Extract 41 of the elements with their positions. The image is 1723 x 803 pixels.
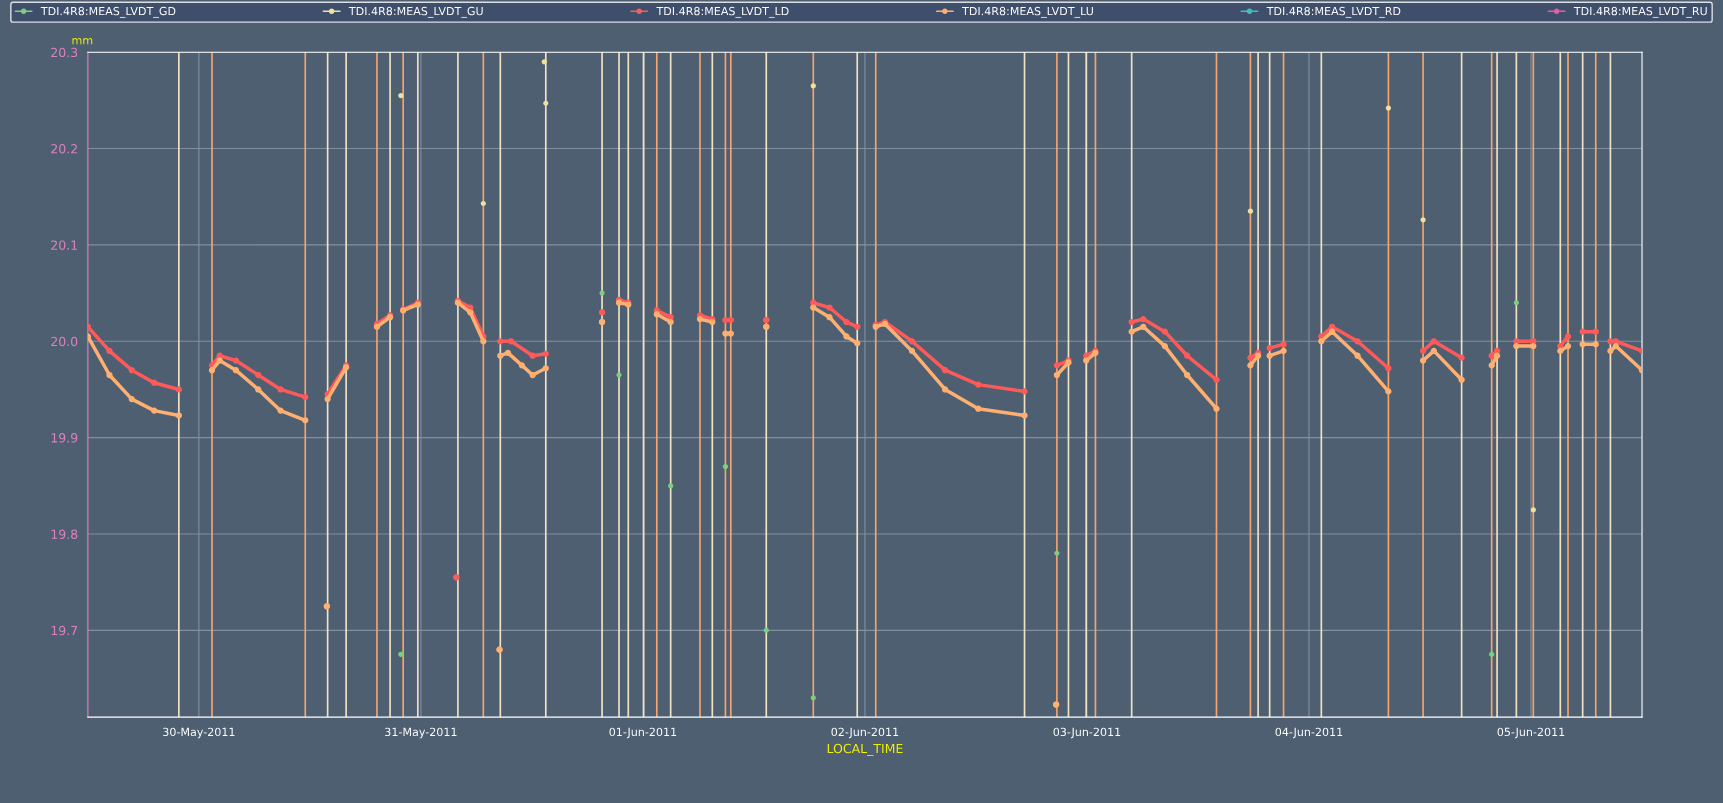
point (616, 372, 622, 378)
y-tick-label: 19.7 (51, 625, 78, 636)
y-tick-label: 20.0 (51, 336, 78, 347)
point (480, 200, 486, 207)
point (763, 627, 769, 633)
x-tick-label: 03-Jun-2011 (1053, 727, 1121, 739)
legend-label: TDI.4R8:MEAS_LVDT_RU (1573, 6, 1707, 18)
y-tick-label: 19.9 (51, 433, 78, 443)
point (1385, 105, 1391, 111)
point (398, 651, 404, 658)
point (1513, 300, 1519, 306)
x-axis-title: LOCAL_TIME (827, 743, 903, 757)
y-tick-label: 20.1 (51, 240, 77, 250)
legend-label: TDI.4R8:MEAS_LVDT_GD (40, 6, 176, 18)
x-tick-label: 31-May-2011 (385, 727, 457, 739)
point (543, 100, 549, 106)
legend-label: TDI.4R8:MEAS_LVDT_LU (962, 6, 1093, 18)
legend-label: TDI.4R8:MEAS_LVDT_GU (348, 6, 483, 18)
point (398, 92, 404, 99)
x-tick-label: 01-Jun-2011 (609, 727, 677, 739)
y-tick-label: 19.8 (51, 529, 78, 539)
x-tick-label: 04-Jun-2011 (1275, 727, 1343, 739)
point (541, 59, 547, 65)
point (1054, 550, 1060, 556)
point (1530, 507, 1536, 513)
point (810, 83, 816, 89)
x-tick-label: 30-May-2011 (163, 727, 235, 739)
point (1247, 208, 1253, 214)
legend-label: TDI.4R8:MEAS_LVDT_RD (1266, 6, 1401, 18)
x-tick-label: 05-Jun-2011 (1497, 727, 1565, 739)
y-tick-label: 20.2 (51, 144, 77, 154)
point (668, 483, 674, 489)
point (1420, 217, 1426, 223)
point (810, 695, 816, 701)
point (599, 290, 605, 296)
point (1489, 651, 1495, 658)
y-tick-label: 20.3 (51, 47, 78, 58)
x-tick-label: 02-Jun-2011 (831, 727, 899, 739)
point (722, 463, 729, 470)
y-axis-title: mm (72, 38, 93, 45)
legend-label: TDI.4R8:MEAS_LVDT_LD (656, 6, 789, 18)
